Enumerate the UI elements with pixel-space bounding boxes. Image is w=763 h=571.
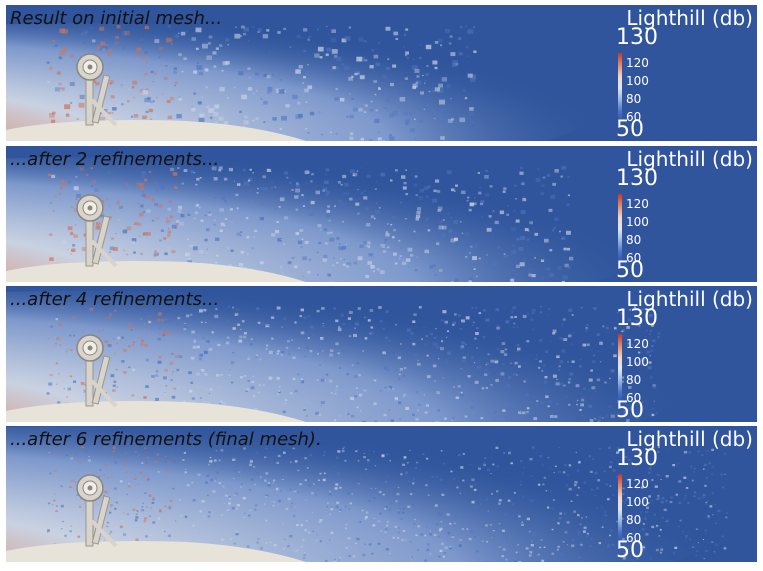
colorbar-min: 50 bbox=[616, 538, 644, 562]
colorbar-min: 50 bbox=[616, 398, 644, 422]
sound-field bbox=[6, 146, 757, 282]
colorbar-tick: 120 bbox=[626, 477, 649, 491]
turbulence-speckles bbox=[46, 25, 477, 141]
colorbar-gradient bbox=[618, 334, 622, 404]
colorbar-tick: 80 bbox=[626, 513, 642, 527]
colorbar-max: 130 bbox=[616, 306, 658, 331]
wake-plume bbox=[6, 157, 644, 282]
colorbar-tick: 80 bbox=[626, 92, 642, 106]
colorbar-gradient bbox=[618, 474, 622, 544]
colorbar-tick: 120 bbox=[626, 56, 649, 70]
turbulence-speckles bbox=[46, 446, 728, 562]
colorbar-tick: 100 bbox=[626, 355, 649, 369]
wake-plume bbox=[6, 290, 685, 422]
sound-field bbox=[6, 5, 757, 141]
sound-field bbox=[6, 426, 757, 562]
panel-caption: ...after 2 refinements... bbox=[10, 149, 220, 170]
colorbar-max: 130 bbox=[616, 166, 658, 191]
colorbar-tick: 100 bbox=[626, 215, 649, 229]
colorbar-max: 130 bbox=[616, 446, 658, 471]
colorbar-title: Lighthill (db) bbox=[626, 147, 753, 171]
landing-gear-icon bbox=[76, 53, 118, 127]
colorbar-title: Lighthill (db) bbox=[626, 6, 753, 30]
fuselage-shape bbox=[6, 401, 306, 422]
turbulence-speckles bbox=[47, 166, 574, 282]
colorbar-tick: 100 bbox=[626, 74, 649, 88]
landing-gear-icon bbox=[76, 474, 118, 548]
turbulence-speckles bbox=[46, 306, 661, 422]
panel-caption: ...after 4 refinements... bbox=[10, 289, 220, 310]
simulation-panel: ...after 6 refinements (final mesh). Lig… bbox=[6, 426, 757, 562]
colorbar-title: Lighthill (db) bbox=[626, 287, 753, 311]
fuselage-shape bbox=[6, 120, 306, 141]
colorbar-gradient bbox=[618, 53, 622, 123]
colorbar-tick: 120 bbox=[626, 337, 649, 351]
colorbar-tick: 60 bbox=[626, 110, 642, 124]
colorbar-tick: 60 bbox=[626, 531, 642, 545]
colorbar-tick: 80 bbox=[626, 233, 642, 247]
simulation-panel: Result on initial mesh... Lighthill (db)… bbox=[6, 5, 757, 141]
fuselage-shape bbox=[6, 541, 306, 562]
landing-gear-icon bbox=[76, 194, 118, 268]
panel-caption: ...after 6 refinements (final mesh). bbox=[10, 429, 322, 450]
simulation-panel: ...after 2 refinements... Lighthill (db)… bbox=[6, 146, 757, 282]
colorbar-tick: 80 bbox=[626, 373, 642, 387]
colorbar-title: Lighthill (db) bbox=[626, 427, 753, 451]
colorbar-tick: 100 bbox=[626, 495, 649, 509]
landing-gear-icon bbox=[76, 334, 118, 408]
colorbar-tick: 60 bbox=[626, 251, 642, 265]
fuselage-shape bbox=[6, 261, 306, 282]
colorbar-min: 50 bbox=[616, 117, 644, 141]
sound-field bbox=[6, 286, 757, 422]
colorbar-max: 130 bbox=[616, 25, 658, 50]
colorbar-tick: 120 bbox=[626, 197, 649, 211]
colorbar-min: 50 bbox=[616, 258, 644, 282]
simulation-panel: ...after 4 refinements... Lighthill (db)… bbox=[6, 286, 757, 422]
colorbar-gradient bbox=[618, 194, 622, 264]
colorbar-tick: 60 bbox=[626, 391, 642, 405]
panel-caption: Result on initial mesh... bbox=[10, 8, 223, 29]
